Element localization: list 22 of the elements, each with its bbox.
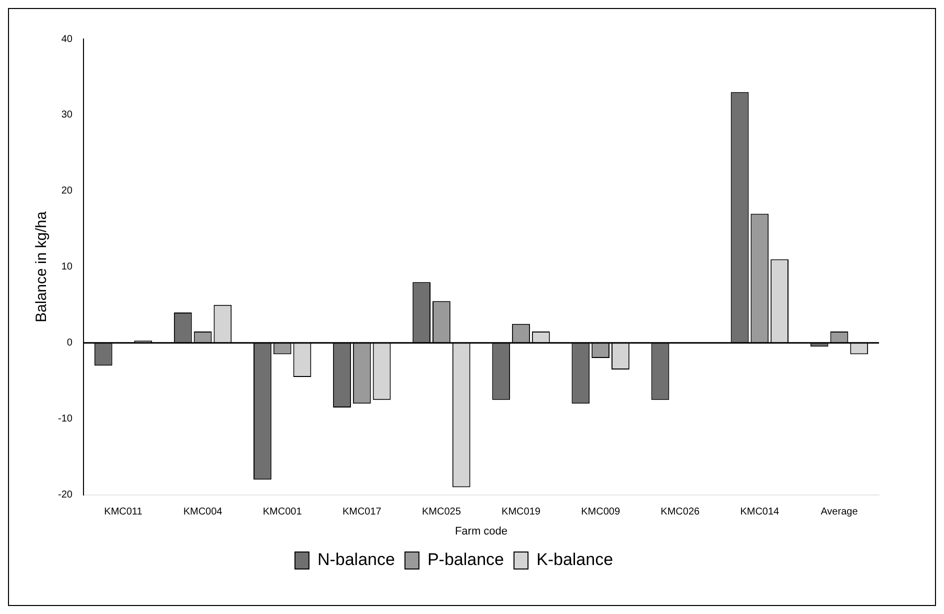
y-tick-label: 30 xyxy=(61,110,73,121)
x-tick-label: KMC019 xyxy=(502,506,541,518)
y-tick-label: -20 xyxy=(58,490,73,501)
x-tick-label: KMC009 xyxy=(581,506,620,518)
x-tick-label: KMC025 xyxy=(422,506,462,518)
y-tick-label: -10 xyxy=(58,414,73,425)
y-tick-label: 10 xyxy=(61,262,73,273)
legend-label: N-balance xyxy=(317,550,395,570)
x-tick-label: KMC004 xyxy=(183,506,223,518)
legend-label: P-balance xyxy=(427,550,504,570)
x-tick-label: Average xyxy=(820,506,858,518)
x-axis-title: Farm code xyxy=(454,525,508,538)
y-tick-label: 40 xyxy=(61,34,73,45)
x-tick-label: KMC011 xyxy=(104,506,143,518)
x-tick-label: KMC001 xyxy=(262,506,302,518)
y-tick-label: 0 xyxy=(66,338,73,349)
legend-label: K-balance xyxy=(536,550,614,570)
y-tick-label: 20 xyxy=(61,186,73,197)
x-tick-label: KMC014 xyxy=(740,506,780,518)
x-tick-label: KMC026 xyxy=(660,506,700,518)
x-tick-label: KMC017 xyxy=(342,506,382,518)
y-axis-title: Balance in kg/ha xyxy=(33,210,50,322)
